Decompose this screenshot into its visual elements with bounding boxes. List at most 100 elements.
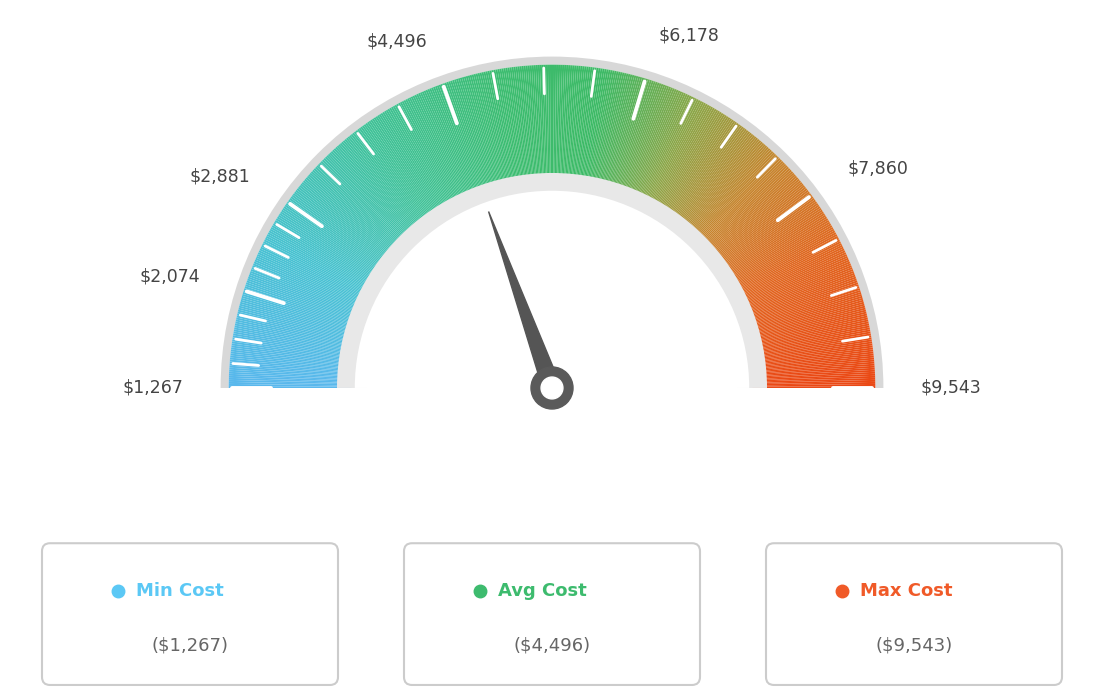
Wedge shape: [751, 348, 873, 364]
Wedge shape: [743, 290, 861, 328]
Wedge shape: [229, 380, 351, 384]
Wedge shape: [369, 121, 439, 223]
Wedge shape: [631, 91, 682, 204]
Wedge shape: [388, 108, 452, 215]
Wedge shape: [245, 284, 362, 325]
Wedge shape: [234, 326, 355, 351]
Wedge shape: [612, 79, 650, 197]
Wedge shape: [379, 114, 446, 219]
Wedge shape: [752, 355, 874, 369]
Wedge shape: [705, 180, 802, 260]
Wedge shape: [289, 198, 390, 271]
Wedge shape: [644, 101, 702, 210]
Wedge shape: [242, 296, 360, 332]
Wedge shape: [290, 196, 391, 270]
Wedge shape: [577, 67, 595, 189]
Wedge shape: [279, 213, 383, 281]
Wedge shape: [221, 57, 883, 388]
Wedge shape: [651, 108, 714, 215]
Wedge shape: [746, 310, 867, 341]
Wedge shape: [233, 335, 354, 357]
Wedge shape: [620, 83, 664, 200]
Wedge shape: [299, 185, 396, 263]
Wedge shape: [637, 95, 691, 207]
Wedge shape: [752, 364, 874, 374]
Wedge shape: [359, 128, 433, 227]
Wedge shape: [613, 80, 651, 197]
Wedge shape: [720, 211, 824, 279]
Wedge shape: [750, 331, 871, 354]
FancyBboxPatch shape: [404, 543, 700, 685]
Wedge shape: [702, 174, 796, 257]
Wedge shape: [721, 215, 826, 282]
Wedge shape: [710, 188, 807, 265]
Wedge shape: [362, 125, 435, 226]
Wedge shape: [282, 210, 385, 279]
Wedge shape: [703, 176, 797, 257]
Wedge shape: [327, 155, 413, 244]
Wedge shape: [287, 201, 389, 273]
Wedge shape: [293, 193, 392, 268]
Wedge shape: [456, 79, 493, 197]
Wedge shape: [435, 86, 480, 201]
Wedge shape: [752, 378, 875, 383]
Wedge shape: [248, 275, 364, 319]
Wedge shape: [736, 262, 850, 310]
Wedge shape: [254, 262, 368, 310]
Wedge shape: [731, 243, 842, 299]
Wedge shape: [730, 239, 840, 297]
Wedge shape: [288, 199, 389, 272]
Wedge shape: [315, 167, 406, 252]
Wedge shape: [232, 342, 353, 360]
Wedge shape: [552, 65, 554, 188]
Wedge shape: [309, 172, 403, 255]
Wedge shape: [697, 164, 786, 250]
Wedge shape: [751, 339, 872, 359]
Wedge shape: [634, 93, 686, 206]
Wedge shape: [275, 220, 381, 285]
Wedge shape: [238, 308, 358, 339]
Wedge shape: [729, 236, 838, 295]
Wedge shape: [298, 186, 395, 264]
Wedge shape: [733, 248, 845, 303]
Wedge shape: [740, 273, 854, 317]
Wedge shape: [599, 74, 630, 193]
Wedge shape: [582, 68, 603, 190]
Wedge shape: [746, 308, 866, 339]
Wedge shape: [542, 65, 546, 188]
Wedge shape: [701, 172, 795, 255]
Wedge shape: [739, 269, 853, 315]
Wedge shape: [496, 69, 518, 190]
Wedge shape: [318, 164, 407, 250]
Wedge shape: [285, 204, 386, 275]
Wedge shape: [639, 97, 696, 208]
Wedge shape: [734, 254, 847, 306]
Wedge shape: [241, 299, 359, 335]
Wedge shape: [533, 65, 542, 188]
Wedge shape: [752, 372, 875, 380]
Wedge shape: [732, 246, 843, 302]
Wedge shape: [752, 362, 874, 373]
Wedge shape: [749, 327, 870, 352]
Wedge shape: [474, 74, 505, 193]
Wedge shape: [424, 90, 474, 204]
Wedge shape: [276, 218, 381, 284]
Wedge shape: [660, 116, 729, 220]
Wedge shape: [526, 66, 537, 188]
Wedge shape: [665, 121, 735, 223]
Wedge shape: [668, 124, 741, 225]
Wedge shape: [752, 374, 875, 380]
Wedge shape: [518, 66, 532, 188]
Wedge shape: [590, 70, 615, 191]
Wedge shape: [724, 224, 831, 287]
Text: ($4,496): ($4,496): [513, 636, 591, 655]
Wedge shape: [340, 143, 422, 237]
Wedge shape: [521, 66, 534, 188]
Wedge shape: [402, 101, 460, 210]
Wedge shape: [323, 158, 411, 246]
Wedge shape: [719, 208, 821, 277]
Wedge shape: [231, 353, 352, 368]
Bar: [34, 388, 1070, 582]
Wedge shape: [700, 170, 792, 253]
Wedge shape: [747, 315, 868, 344]
